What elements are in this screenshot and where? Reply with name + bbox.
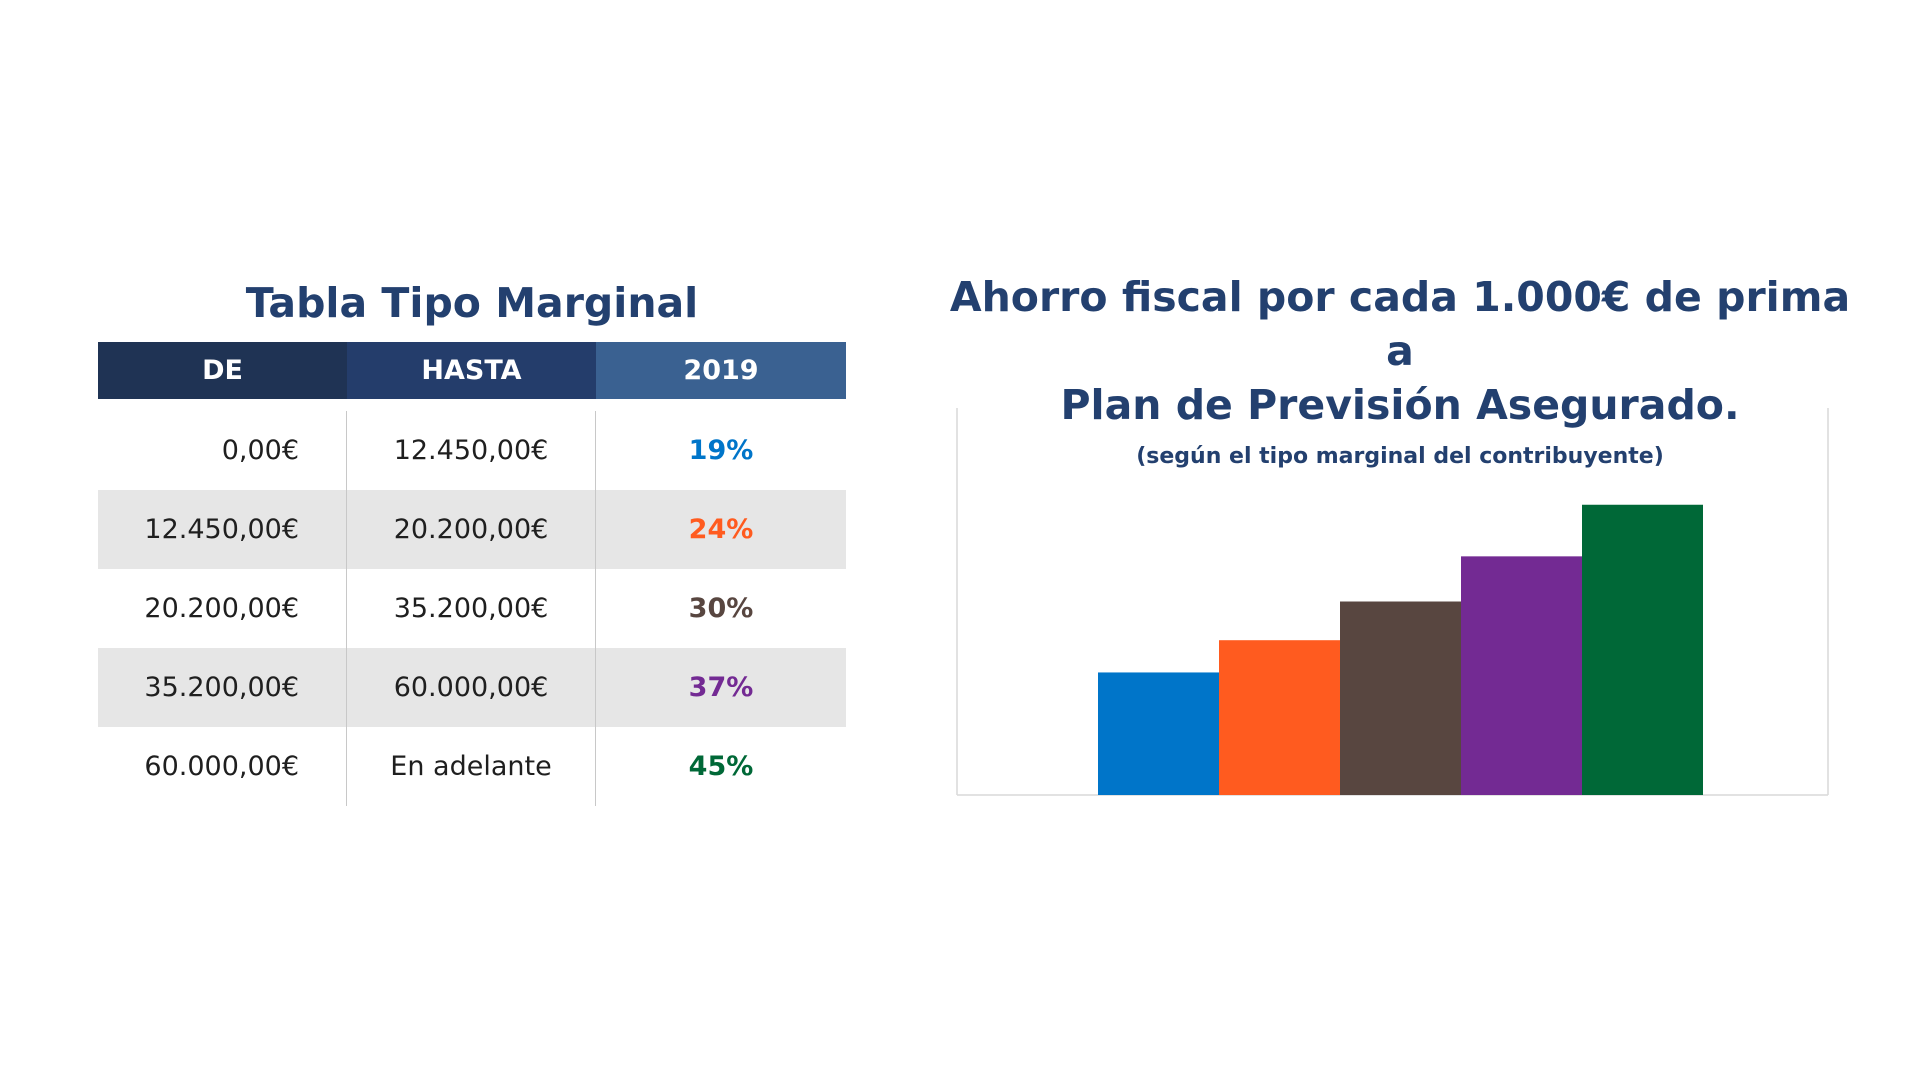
- table-row: 0,00€ 12.450,00€ 19%: [98, 411, 846, 490]
- bar-2: [1219, 640, 1340, 795]
- bar-1: [1098, 672, 1219, 795]
- cell-rate: 45%: [688, 751, 754, 782]
- bar-4: [1461, 556, 1582, 795]
- cell-de: 60.000,00€: [98, 727, 347, 806]
- header-2019: 2019: [596, 342, 846, 399]
- table-row: 60.000,00€ En adelante 45%: [98, 727, 846, 806]
- bar-3: [1340, 601, 1461, 795]
- cell-de: 12.450,00€: [98, 490, 347, 569]
- bar-series: [1098, 504, 1703, 795]
- chart-subtitle: (según el tipo marginal del contribuyent…: [1136, 444, 1664, 469]
- table-row: 35.200,00€ 60.000,00€ 37%: [98, 648, 846, 727]
- cell-de: 0,00€: [98, 411, 347, 490]
- chart-title: Ahorro fiscal por cada 1.000€ de prima a…: [940, 270, 1860, 432]
- bar-chart: [956, 408, 1829, 796]
- marginal-rate-table-panel: Tabla Tipo Marginal DE HASTA 2019 0,00€ …: [98, 270, 846, 806]
- cell-hasta: 60.000,00€: [347, 648, 596, 727]
- table-header: DE HASTA 2019: [98, 342, 846, 399]
- chart-panel: Ahorro fiscal por cada 1.000€ de prima a…: [940, 270, 1860, 472]
- table-title: Tabla Tipo Marginal: [245, 279, 699, 327]
- bar-5: [1582, 504, 1703, 795]
- table-body: 0,00€ 12.450,00€ 19% 12.450,00€ 20.200,0…: [98, 411, 846, 806]
- cell-de: 20.200,00€: [98, 569, 347, 648]
- cell-hasta: 35.200,00€: [347, 569, 596, 648]
- chart-title-line-1: Ahorro fiscal por cada 1.000€ de prima a: [949, 273, 1851, 375]
- table-row: 12.450,00€ 20.200,00€ 24%: [98, 490, 846, 569]
- table-row: 20.200,00€ 35.200,00€ 30%: [98, 569, 846, 648]
- header-hasta: HASTA: [347, 342, 596, 399]
- cell-de: 35.200,00€: [98, 648, 347, 727]
- cell-rate: 37%: [688, 672, 754, 703]
- cell-hasta: En adelante: [347, 727, 596, 806]
- cell-rate: 30%: [688, 593, 754, 624]
- chart-title-line-2: Plan de Previsión Asegurado.: [1060, 381, 1740, 429]
- cell-hasta: 20.200,00€: [347, 490, 596, 569]
- cell-rate: 19%: [688, 435, 754, 466]
- header-de: DE: [98, 342, 347, 399]
- cell-rate: 24%: [688, 514, 754, 545]
- cell-hasta: 12.450,00€: [347, 411, 596, 490]
